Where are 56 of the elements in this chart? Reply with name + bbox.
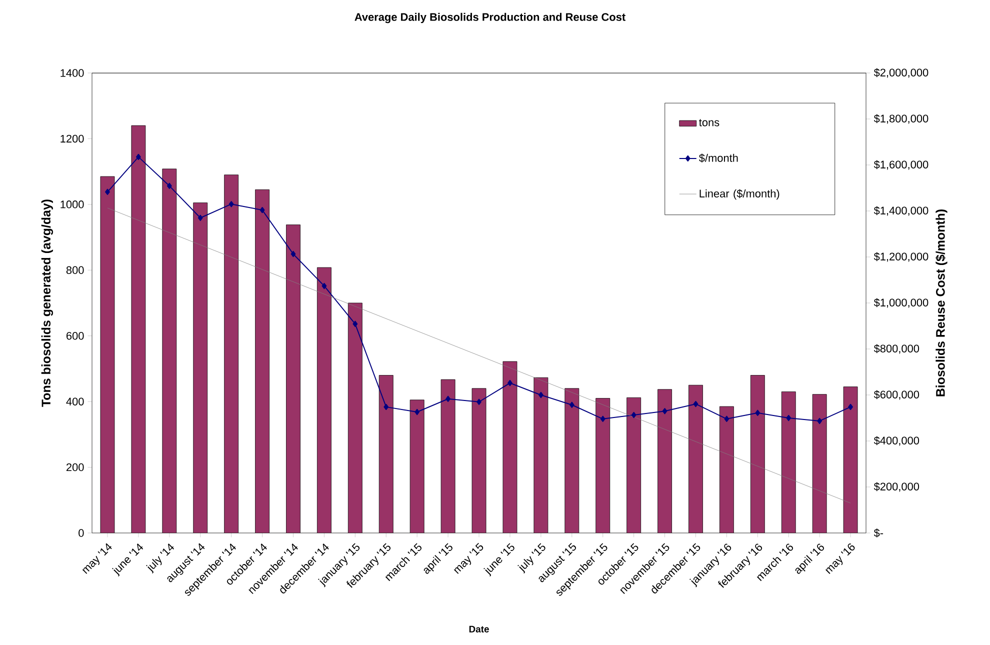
y-tick-label: 1000	[60, 200, 84, 208]
point	[600, 416, 606, 422]
y2-tick-label: $1,200,000	[874, 252, 928, 262]
y-tick-label: 800	[66, 266, 84, 274]
point	[508, 380, 512, 386]
y2-tick-label: $800,000	[874, 344, 920, 354]
point	[136, 154, 141, 160]
legend-label: $/month	[698, 154, 738, 163]
y-tick-label: 200	[66, 463, 84, 472]
point	[198, 214, 203, 221]
legend-label: tons	[699, 119, 720, 126]
y-axis-title: Tons biosolids generated (avg/day)	[41, 200, 54, 407]
point	[352, 320, 358, 327]
legend-label: Linear ($/month)	[700, 189, 780, 200]
point	[817, 418, 822, 424]
point	[724, 416, 730, 422]
y2-tick-label: $600,000	[874, 390, 920, 400]
y-tick-label: 1400	[60, 69, 84, 77]
x-tick-label: may '14	[82, 543, 112, 574]
y2-tick-label: $2,000,000	[874, 68, 928, 78]
point	[662, 408, 668, 414]
point	[848, 404, 853, 410]
point	[755, 410, 760, 416]
point	[290, 250, 296, 258]
point	[166, 182, 172, 189]
point	[260, 206, 265, 214]
y-tick-label: 600	[66, 332, 84, 340]
y2-tick-label: $400,000	[874, 436, 920, 446]
y-tick-label: 0	[78, 529, 84, 537]
x-tick-label: july '14	[146, 543, 174, 574]
point	[538, 392, 544, 398]
point	[228, 200, 234, 208]
x-tick-label: july '15	[518, 543, 546, 574]
y2-tick-label: $200,000	[874, 482, 920, 492]
point	[105, 188, 110, 195]
point	[631, 412, 636, 418]
point	[693, 400, 698, 408]
y2-tick-label: $-	[874, 528, 884, 538]
point	[446, 396, 450, 402]
x-axis-title: Date	[469, 626, 489, 632]
point	[384, 404, 389, 410]
y2-tick-label: $1,600,000	[874, 160, 928, 170]
x-tick-label: may '16	[825, 544, 855, 574]
y2-tick-label: $1,800,000	[874, 114, 928, 124]
y2-axis-title: Biosolids Reuse Cost ($/month)	[935, 210, 948, 396]
point	[786, 414, 792, 422]
point	[322, 282, 327, 290]
point	[569, 402, 574, 408]
point	[414, 408, 420, 416]
y-tick-label: 400	[66, 398, 84, 406]
x-tick-label: may '15	[454, 542, 484, 574]
chart-title: Average Daily Biosolids Production and Reuse Cost	[354, 12, 626, 24]
y2-tick-label: $1,000,000	[874, 298, 928, 308]
y2-tick-label: $1,400,000	[874, 206, 928, 216]
y-tick-label: 1200	[60, 134, 84, 143]
point	[476, 398, 482, 405]
